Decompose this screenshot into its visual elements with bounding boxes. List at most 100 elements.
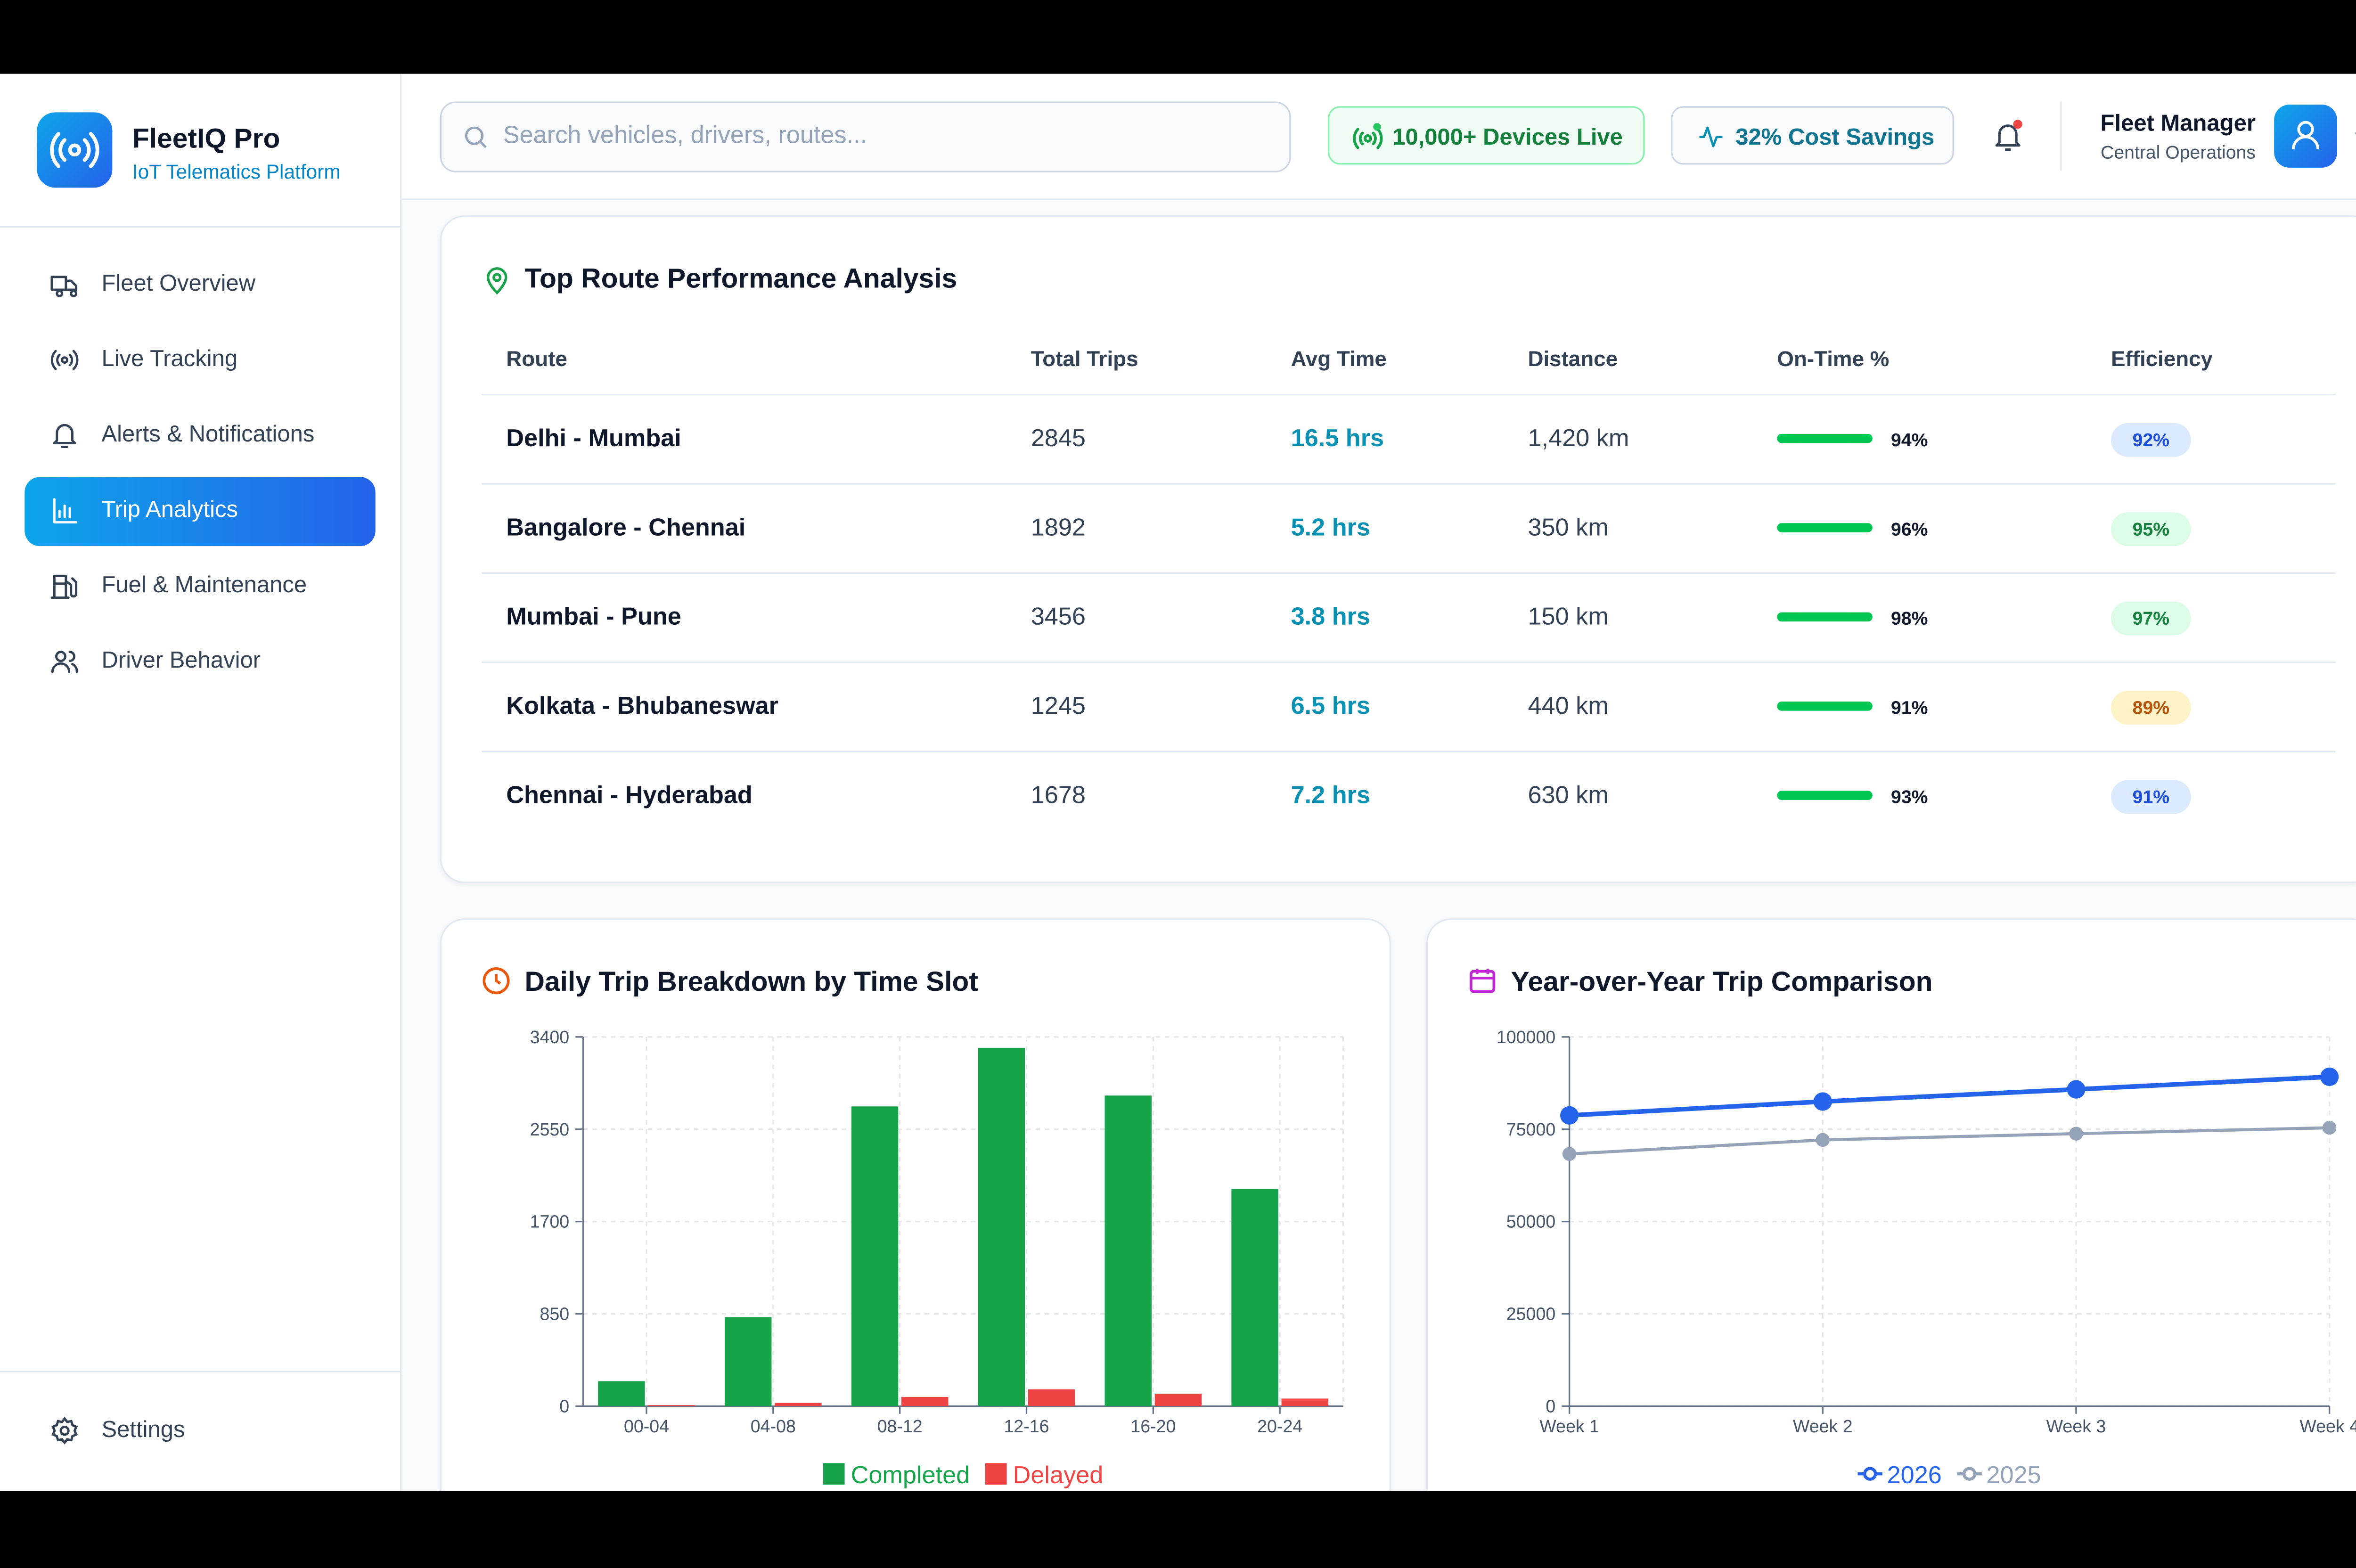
table-cell: 350 km	[1528, 515, 1609, 542]
on-time-bar	[1777, 523, 1873, 532]
x-tick-label: Week 1	[1539, 1416, 1599, 1436]
user-name: Fleet Manager	[2100, 111, 2256, 137]
column-header: Total Trips	[1031, 346, 1138, 371]
line-chart: 0 25000 50000 75000 100000 Week 1 Week 2 Week 3…	[1497, 1027, 2356, 1489]
y-tick-label: 1700	[530, 1212, 570, 1232]
nav-label: Fuel & Maintenance	[101, 572, 307, 599]
efficiency-badge: 91%	[2111, 780, 2191, 814]
bar	[1028, 1389, 1075, 1406]
y-tick-label: 25000	[1506, 1304, 1555, 1324]
nav-item[interactable]: Fleet Overview	[25, 251, 375, 320]
devices-badge[interactable]: 10,000+ Devices Live	[1327, 106, 1645, 165]
bar	[648, 1405, 695, 1406]
card-title: Daily Trip Breakdown by Time Slot	[524, 966, 978, 997]
search-box[interactable]: Search vehicles, drivers, routes...	[440, 101, 1291, 172]
sidebar: FleetIQ Pro IoT Telematics Platform Flee…	[0, 74, 402, 1491]
table-cell: 94%	[1891, 429, 1928, 451]
nav-icon	[53, 498, 78, 524]
line	[1569, 1074, 2330, 1118]
search-placeholder: Search vehicles, drivers, routes...	[503, 123, 867, 149]
efficiency-badge: 97%	[2111, 601, 2191, 636]
efficiency-badge: 89%	[2111, 691, 2191, 725]
point	[2067, 1080, 2086, 1099]
x-tick-label: 20-24	[1257, 1416, 1302, 1436]
table-row: Mumbai - Pune 3456 3.8 hrs 150 km 98% 97%	[482, 572, 2336, 663]
legend-item: Delayed	[985, 1462, 1103, 1489]
table-cell: 1678	[1031, 783, 1086, 809]
notifications-bell[interactable]	[1991, 118, 2025, 155]
nav-item[interactable]: Fuel & Maintenance	[25, 552, 375, 621]
legend-symbol	[823, 1463, 845, 1485]
line-chart-card: Year-over-Year Trip Comparison 0 25000 500…	[1426, 918, 2356, 1491]
on-time-bar	[1777, 612, 1873, 622]
on-time-bar	[1777, 433, 1873, 443]
on-time-bar	[1777, 791, 1873, 800]
bar	[978, 1047, 1025, 1406]
y-tick-label: 100000	[1497, 1027, 1555, 1047]
activity-icon	[1699, 126, 1723, 147]
bar-chart: 0 850 1700 2550 3400 00-04 04-08 08-12 12-16 16-2…	[530, 1027, 1344, 1489]
table-cell: 2845	[1031, 426, 1086, 452]
table-row: Kolkata - Bhubaneswar 1245 6.5 hrs 440 km 91…	[482, 662, 2336, 752]
legend-label: Completed	[851, 1462, 970, 1489]
column-header: On-Time %	[1777, 346, 1890, 371]
point	[2320, 1067, 2339, 1086]
bar	[1281, 1398, 1329, 1406]
nav-icon	[50, 276, 78, 297]
legend-symbol	[1863, 1467, 1877, 1481]
settings-link[interactable]: Settings	[25, 1397, 375, 1466]
nav-label: Alerts & Notifications	[101, 421, 315, 448]
efficiency-badge: 92%	[2111, 423, 2191, 457]
savings-badge[interactable]: 32% Cost Savings	[1671, 106, 1954, 165]
table-cell: 1,420 km	[1528, 426, 1629, 452]
nav-icon	[53, 424, 76, 449]
user-role: Central Operations	[2101, 141, 2256, 163]
y-tick-label: 850	[540, 1304, 570, 1324]
x-tick-label: 12-16	[1004, 1416, 1049, 1436]
point	[1562, 1147, 1577, 1161]
bar	[1104, 1095, 1152, 1406]
clock-icon	[483, 967, 510, 995]
savings-text: 32% Cost Savings	[1735, 124, 1935, 151]
user-icon	[2291, 121, 2320, 149]
y-tick-label: 2550	[530, 1119, 570, 1139]
card-title: Top Route Performance Analysis	[524, 263, 957, 294]
bar	[724, 1317, 772, 1406]
card-title: Year-over-Year Trip Comparison	[1511, 966, 1933, 997]
bar	[901, 1396, 949, 1406]
nav-item[interactable]: Driver Behavior	[25, 628, 375, 697]
devices-text: 10,000+ Devices Live	[1392, 124, 1623, 151]
table-cell: 96%	[1891, 518, 1928, 540]
avatar[interactable]	[2274, 105, 2337, 168]
y-tick-label: 0	[559, 1396, 569, 1416]
nav-icon	[50, 574, 78, 599]
table-cell: 1245	[1031, 694, 1086, 720]
point	[1560, 1106, 1579, 1125]
route-table-card: Top Route Performance Analysis Route Tota…	[440, 215, 2356, 883]
bar	[775, 1403, 822, 1406]
nav-item[interactable]: Alerts & Notifications	[25, 401, 375, 471]
x-tick-label: 16-20	[1130, 1416, 1176, 1436]
legend-item: 2026	[1857, 1462, 1942, 1489]
nav-label: Fleet Overview	[101, 270, 256, 297]
logo	[37, 112, 113, 188]
y-tick-label: 3400	[530, 1027, 570, 1047]
legend-symbol	[1962, 1467, 1977, 1481]
table-cell: 7.2 hrs	[1291, 783, 1371, 809]
table-cell: 440 km	[1528, 694, 1609, 720]
nav-icon	[50, 350, 79, 370]
nav-item[interactable]: Live Tracking	[25, 326, 375, 395]
x-tick-label: Week 3	[2046, 1416, 2106, 1436]
legend-label: Delayed	[1013, 1462, 1104, 1489]
column-header: Route	[506, 346, 567, 371]
user-menu-chevron[interactable]	[2353, 128, 2356, 143]
efficiency-badge: 95%	[2111, 512, 2191, 547]
legend-item: 2025	[1957, 1462, 2041, 1489]
tagline: IoT Telematics Platform	[132, 160, 341, 183]
y-tick-label: 0	[1546, 1396, 1555, 1416]
nav-label: Driver Behavior	[101, 647, 261, 674]
legend-label: 2026	[1887, 1462, 1942, 1489]
nav-item[interactable]: Trip Analytics	[25, 477, 376, 547]
